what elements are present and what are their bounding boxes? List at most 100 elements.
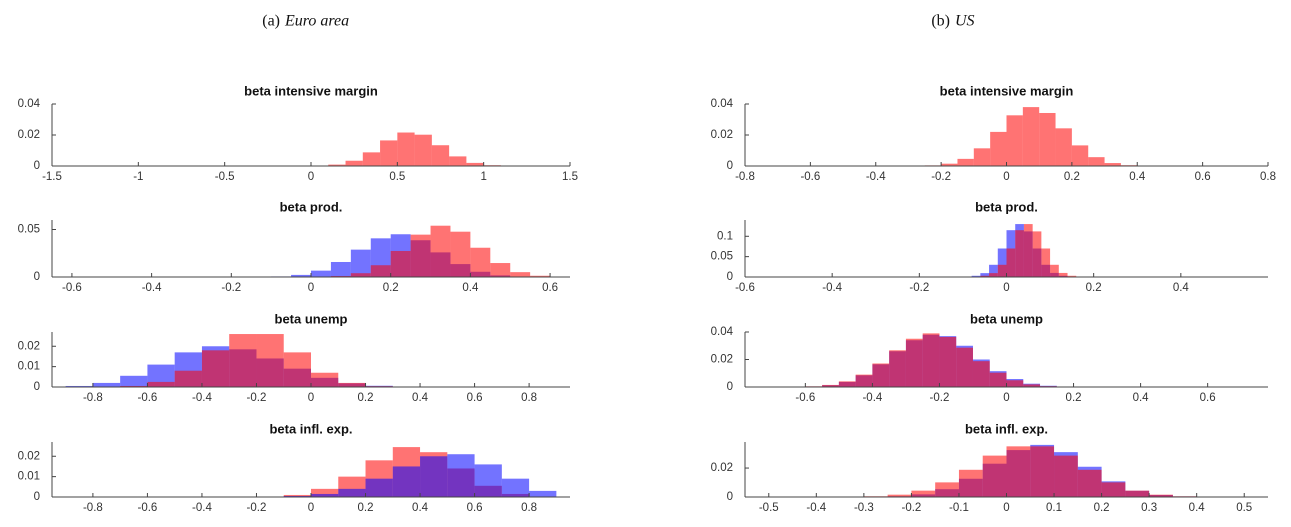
x-tick-label: -0.2 [930,392,950,404]
y-tick-label: 0 [727,491,733,503]
x-tick-label: -0.4 [862,392,882,404]
x-tick-label: -0.4 [192,502,212,514]
subplot-title: beta intensive margin [940,83,1074,98]
x-tick-label: -0.4 [866,171,886,183]
bar [1023,384,1041,387]
bar [1077,469,1102,497]
x-tick-label: -0.2 [931,171,951,183]
y-tick-label: 0 [34,271,40,283]
bar [1023,224,1033,277]
bar [397,132,415,166]
bar [1041,248,1051,277]
x-tick-label: -0.4 [806,502,826,514]
y-tick-label: 0 [727,381,733,393]
x-tick-label: -0.6 [735,282,755,294]
x-tick-label: 1 [480,171,486,183]
bar [474,464,502,497]
y-tick-label: 0.02 [711,462,733,474]
bar [311,372,339,387]
bar [174,370,202,387]
bar [283,495,311,497]
bar [447,454,475,497]
x-tick-label: 0.2 [1066,392,1082,404]
x-tick-label: 0.4 [1189,502,1206,514]
bar [291,274,311,277]
bar [380,140,398,166]
bar [889,350,906,387]
bar [420,456,448,497]
bar [1030,446,1055,497]
y-tick-label: 0.05 [18,224,40,236]
bar [330,261,351,277]
x-tick-label: -0.4 [822,282,842,294]
bar [92,382,121,387]
bar [939,336,957,387]
x-tick-label: -0.5 [759,502,779,514]
x-tick-label: 0.2 [1094,502,1110,514]
x-tick-label: -0.3 [854,502,874,514]
y-tick-label: 0 [34,160,40,172]
bar [256,334,284,387]
bar [989,273,998,277]
x-tick-label: 0 [308,502,314,514]
y-tick-label: 0.04 [18,98,41,110]
bar [365,478,393,497]
x-tick-label: 0.2 [358,392,374,404]
y-tick-label: 0.1 [717,230,733,242]
y-tick-label: 0.04 [711,326,734,338]
bar [973,148,991,166]
x-tick-label: 0 [1003,392,1009,404]
bar [450,231,471,277]
subplot-title: beta infl. exp. [965,421,1048,436]
x-tick-label: 0.4 [462,282,479,294]
bar [935,482,959,497]
x-tick-label: 0.2 [1064,171,1080,183]
x-tick-label: -0.8 [735,171,755,183]
bar [449,156,467,166]
x-tick-label: 0.5 [389,171,405,183]
bar [283,352,311,387]
subplot-title: beta unemp [275,311,348,326]
x-tick-label: -0.2 [221,282,241,294]
bar [370,265,391,277]
bar [922,333,940,387]
y-tick-label: 0.02 [18,129,40,141]
bar [430,225,451,277]
bar [980,273,990,277]
panel-label: (a) [262,13,280,30]
x-tick-label: -0.6 [138,392,158,404]
bar [822,384,839,387]
y-tick-label: 0 [727,271,733,283]
x-tick-label: 0 [1003,171,1009,183]
bar [414,134,432,166]
bar [1032,231,1042,277]
bar [941,163,958,166]
x-tick-label: -0.2 [901,502,921,514]
x-tick-label: 0.5 [1236,502,1252,514]
panel-label: (b) [931,13,950,30]
bar [958,469,983,497]
bar [1050,264,1059,277]
bar [1058,272,1068,277]
bar [989,264,998,277]
bar [390,250,411,277]
bar [1149,494,1173,497]
panel-name: US [955,13,975,30]
x-tick-label: 0.3 [1141,502,1157,514]
x-tick-label: -1 [133,171,143,183]
bar [466,162,484,166]
bar [338,382,366,387]
y-tick-label: 0.02 [18,450,40,462]
bar [147,364,175,387]
subplot-title: beta prod. [975,199,1038,214]
x-tick-label: 0 [308,282,314,294]
x-tick-label: 0.4 [1133,392,1150,404]
bar [971,275,981,277]
x-tick-label: 0.2 [358,502,374,514]
y-tick-label: 0 [34,381,40,393]
x-tick-label: -0.6 [62,282,82,294]
bar [1104,163,1121,166]
x-tick-label: -0.2 [909,282,929,294]
y-tick-label: 0.02 [711,354,733,366]
